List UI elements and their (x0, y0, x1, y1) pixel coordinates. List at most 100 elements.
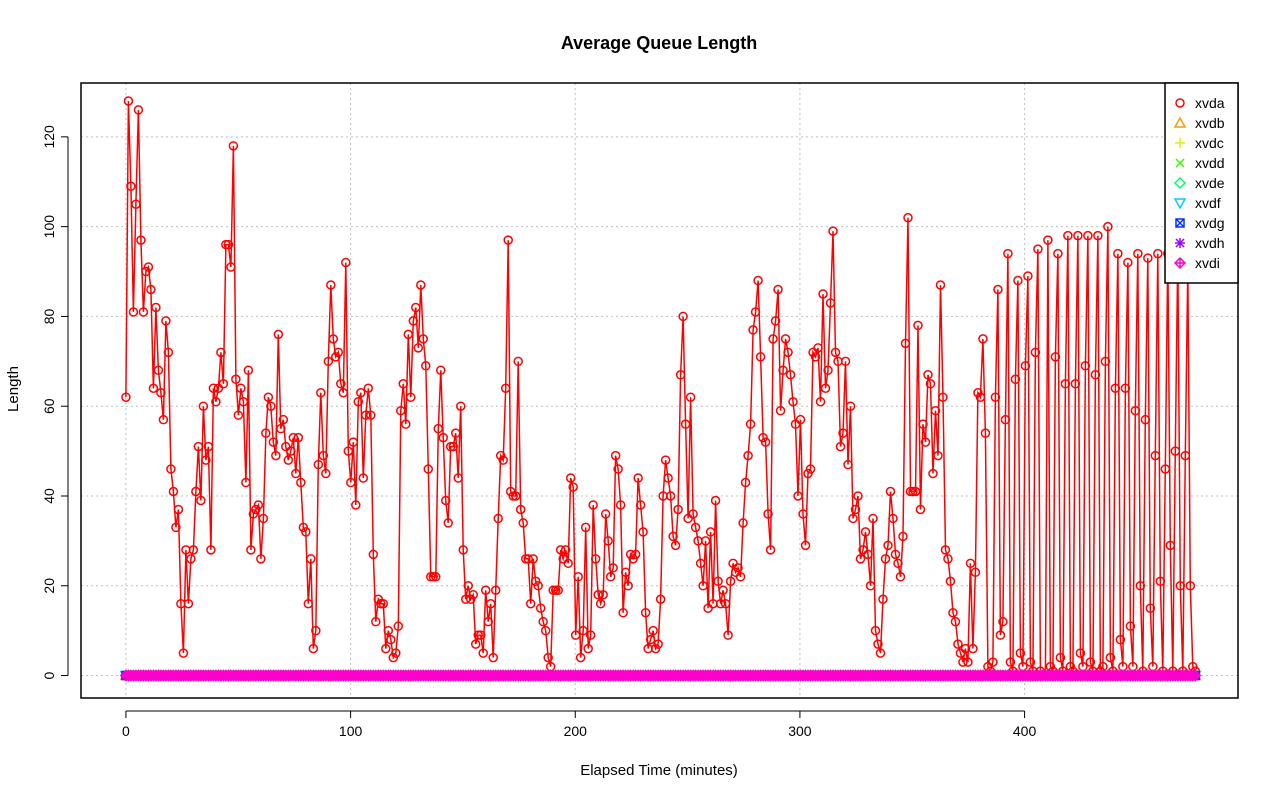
point-xvda (855, 554, 866, 564)
point-xvda (893, 558, 903, 569)
point-xvda (830, 347, 841, 358)
point-xvda (510, 491, 521, 501)
point-xvda (1015, 648, 1026, 658)
point-xvda (193, 441, 204, 452)
point-xvda (930, 405, 941, 416)
point-xvda (1140, 414, 1151, 425)
point-xvda (208, 383, 219, 394)
point-xvda (1145, 603, 1156, 613)
point-xvda (850, 504, 861, 515)
point-xvda (333, 347, 344, 358)
point-xvda (585, 630, 596, 640)
series-xvdi (119, 669, 1202, 682)
point-xvda (128, 307, 139, 317)
point-xvda (768, 334, 778, 344)
point-xvda (698, 581, 708, 591)
point-xvda (563, 558, 573, 569)
point-xvda (978, 334, 988, 344)
point-xvda (753, 275, 763, 286)
point-xvda (785, 370, 796, 380)
point-xvda (1123, 257, 1133, 268)
point-xvda (268, 437, 279, 447)
point-xvda (783, 347, 793, 358)
point-xvda (453, 473, 463, 483)
point-xvda (1080, 361, 1091, 371)
point-xvda (163, 347, 174, 358)
point-xvda (555, 545, 566, 555)
point-xvdi (1189, 669, 1202, 682)
point-xvda (198, 401, 209, 411)
point-xvda (868, 513, 878, 524)
point-xvda (998, 616, 1008, 627)
legend-marker-xvdi (1173, 256, 1187, 270)
point-xvda (570, 630, 581, 640)
point-xvda (840, 356, 851, 367)
point-xvda (823, 365, 833, 376)
point-xvda (1033, 244, 1043, 254)
point-xvda (725, 576, 736, 587)
point-xvda (870, 625, 881, 636)
point-xvda (663, 473, 673, 483)
point-xvda (173, 504, 184, 515)
legend-label-xvdd: xvdd (1195, 155, 1225, 171)
point-xvda (815, 396, 826, 407)
point-xvda (673, 504, 683, 515)
point-xvda (196, 495, 206, 506)
point-xvda (1050, 352, 1061, 362)
point-xvda (328, 334, 339, 344)
point-xvda (950, 616, 961, 627)
point-xvda (975, 392, 986, 402)
series-xvda (121, 96, 1201, 681)
y-tick-label: 120 (41, 125, 57, 149)
point-xvda (460, 594, 471, 604)
point-xvda (635, 500, 646, 510)
point-xvda (1030, 347, 1041, 358)
point-xvda (253, 500, 264, 510)
point-xvda (618, 607, 628, 618)
legend-item-xvdf: xvdf (1173, 195, 1221, 211)
point-xvda (820, 383, 831, 394)
point-xvda (311, 625, 321, 636)
point-xvda (1083, 230, 1093, 241)
point-xvda (493, 513, 503, 524)
point-xvda (540, 625, 551, 636)
legend-label-xvda: xvda (1195, 95, 1225, 111)
point-xvda (283, 455, 294, 465)
point-xvda (913, 320, 923, 331)
point-xvda (610, 450, 621, 461)
point-xvda (1150, 450, 1161, 461)
point-xvda (940, 545, 951, 555)
x-tick-label: 100 (339, 723, 363, 739)
point-xvda (738, 518, 748, 528)
point-xvda (690, 522, 701, 533)
point-xvda (608, 563, 618, 573)
point-xvda (391, 648, 401, 658)
point-xvda (935, 280, 946, 290)
point-xvda (403, 329, 414, 340)
point-xvda (845, 401, 856, 411)
legend-marker-xvdc (1175, 138, 1185, 148)
point-xvda (838, 428, 848, 438)
point-xvda (470, 639, 481, 649)
point-xvda (383, 625, 394, 636)
point-xvda (291, 468, 301, 479)
point-xvda (853, 491, 863, 501)
point-xvda (595, 598, 606, 609)
point-xvda (615, 500, 626, 510)
point-xvda (271, 450, 281, 461)
point-xvda (990, 392, 1001, 402)
point-xvda (793, 491, 803, 501)
point-xvda (993, 284, 1003, 295)
point-xvda (211, 396, 221, 407)
point-xvda (718, 585, 728, 596)
point-xvda (468, 590, 478, 600)
point-xvda (745, 419, 756, 429)
point-xvda (798, 509, 808, 519)
point-xvda (895, 572, 906, 582)
point-xvda (675, 370, 686, 380)
point-xvda (1090, 370, 1101, 380)
point-xvda (925, 379, 936, 389)
point-xvda (598, 590, 608, 600)
point-xvda (603, 536, 613, 546)
point-xvda (980, 428, 991, 438)
